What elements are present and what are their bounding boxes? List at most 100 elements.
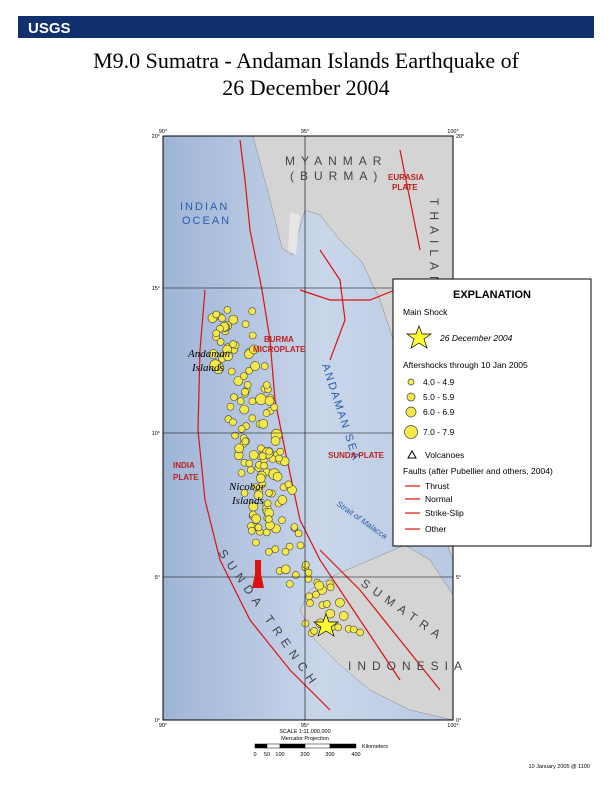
aftershock	[338, 611, 349, 621]
aftershock	[212, 310, 220, 319]
scale-tick-label: 300	[325, 752, 334, 758]
aftershock	[271, 545, 280, 554]
aftershock	[265, 489, 273, 497]
aftershock	[241, 437, 250, 446]
aftershock	[258, 452, 267, 461]
legend-text: 4.0 - 4.9	[423, 377, 454, 387]
map-label: MICROPLATE	[253, 345, 306, 354]
map-label: SUNDA PLATE	[328, 451, 385, 460]
scale-segment	[266, 743, 281, 749]
aftershock	[262, 528, 271, 537]
aftershock	[233, 376, 244, 386]
aftershock	[296, 541, 305, 550]
latitude-label: 0°	[456, 718, 461, 724]
aftershock	[231, 431, 239, 440]
aftershock	[322, 600, 331, 608]
scale-tick-label: 400	[351, 752, 360, 758]
date-stamp: 10 January 2005 @ 1100	[529, 764, 590, 770]
aftershock	[334, 623, 343, 632]
aftershock	[276, 447, 285, 456]
aftershock	[310, 627, 318, 635]
aftershock	[247, 526, 256, 535]
map-label: INDONESIA	[348, 659, 468, 673]
header-bar	[18, 16, 594, 38]
aftershock	[262, 381, 271, 389]
aftershock	[304, 568, 313, 577]
aftershock	[255, 473, 266, 484]
map-label: BURMA	[264, 335, 294, 344]
aftershock	[218, 314, 226, 323]
legend-symbol	[406, 392, 416, 402]
aftershock	[236, 397, 245, 405]
map-label: INDIA	[173, 461, 195, 470]
aftershock	[278, 516, 286, 525]
title: M9.0 Sumatra - Andaman Islands Earthquak…	[93, 48, 520, 73]
aftershock	[245, 459, 254, 468]
aftershock	[281, 547, 290, 556]
aftershock	[226, 402, 235, 411]
coordinates: 90°90°95°95°100°100°20°20°15°15°10°10°5°…	[152, 129, 465, 729]
legend-text: 26 December 2004	[439, 333, 513, 343]
longitude-label: 95°	[301, 129, 309, 135]
legend-symbol	[405, 406, 417, 418]
legend-volcano	[407, 449, 417, 459]
map-label: Islands	[191, 362, 224, 374]
aftershock	[270, 436, 281, 446]
aftershock	[265, 447, 274, 456]
aftershock	[240, 489, 249, 497]
legend-text: Thrust	[425, 481, 450, 491]
aftershock	[285, 542, 294, 551]
scale-segment	[254, 743, 268, 749]
aftershock	[241, 387, 249, 396]
scale-segment	[304, 743, 331, 749]
aftershock	[251, 513, 262, 524]
aftershock	[301, 619, 310, 628]
aftershock	[356, 628, 364, 637]
aftershock	[240, 372, 248, 380]
legend-magnitudes: 4.0 - 4.9 5.0 - 5.9 6.0 - 6.9 7.0 - 7.9	[404, 377, 454, 439]
aftershock	[223, 306, 232, 314]
aftershock	[306, 599, 314, 607]
aftershock	[270, 403, 279, 412]
aftershock	[229, 418, 237, 427]
aftershock	[275, 454, 283, 463]
map-label: PLATE	[173, 473, 199, 482]
legend-text: Normal	[425, 494, 453, 504]
aftershock	[262, 409, 271, 417]
scale-text: SCALE 1:11,000,000	[279, 729, 330, 735]
aftershock	[246, 466, 255, 474]
longitude-label: 90°	[159, 723, 167, 729]
aftershock	[284, 480, 293, 489]
aftershock	[209, 359, 222, 372]
aftershock	[335, 597, 345, 608]
aftershock	[260, 461, 268, 470]
aftershock	[277, 495, 288, 505]
scale-bar: 0 50 100 200 300 400	[253, 743, 361, 758]
aftershock	[265, 547, 273, 556]
scale-tick-label: 0	[253, 752, 256, 758]
aftershock	[285, 580, 294, 588]
scale-segment	[279, 743, 306, 749]
map-label: (BURMA)	[290, 169, 383, 183]
aftershock	[305, 592, 314, 601]
aftershock	[234, 443, 244, 454]
map-label: MYANMAR	[285, 154, 387, 168]
aftershock	[272, 471, 283, 482]
aftershock	[245, 366, 253, 375]
aftershock	[248, 331, 257, 340]
aftershock	[239, 404, 249, 415]
legend-text: Main Shock	[403, 307, 448, 317]
plate-motion-arrow	[255, 560, 261, 588]
scale-tick-label: 100	[275, 752, 284, 758]
map-label: Islands	[231, 495, 264, 507]
aftershock	[208, 349, 219, 359]
latitude-label: 10°	[152, 431, 160, 437]
legend-text: Strike-Slip	[425, 508, 464, 518]
aftershock	[227, 367, 236, 376]
aftershock	[249, 344, 259, 355]
aftershock	[258, 419, 269, 429]
latitude-label: 15°	[152, 286, 160, 292]
aftershock	[263, 499, 272, 508]
aftershock	[223, 351, 233, 362]
